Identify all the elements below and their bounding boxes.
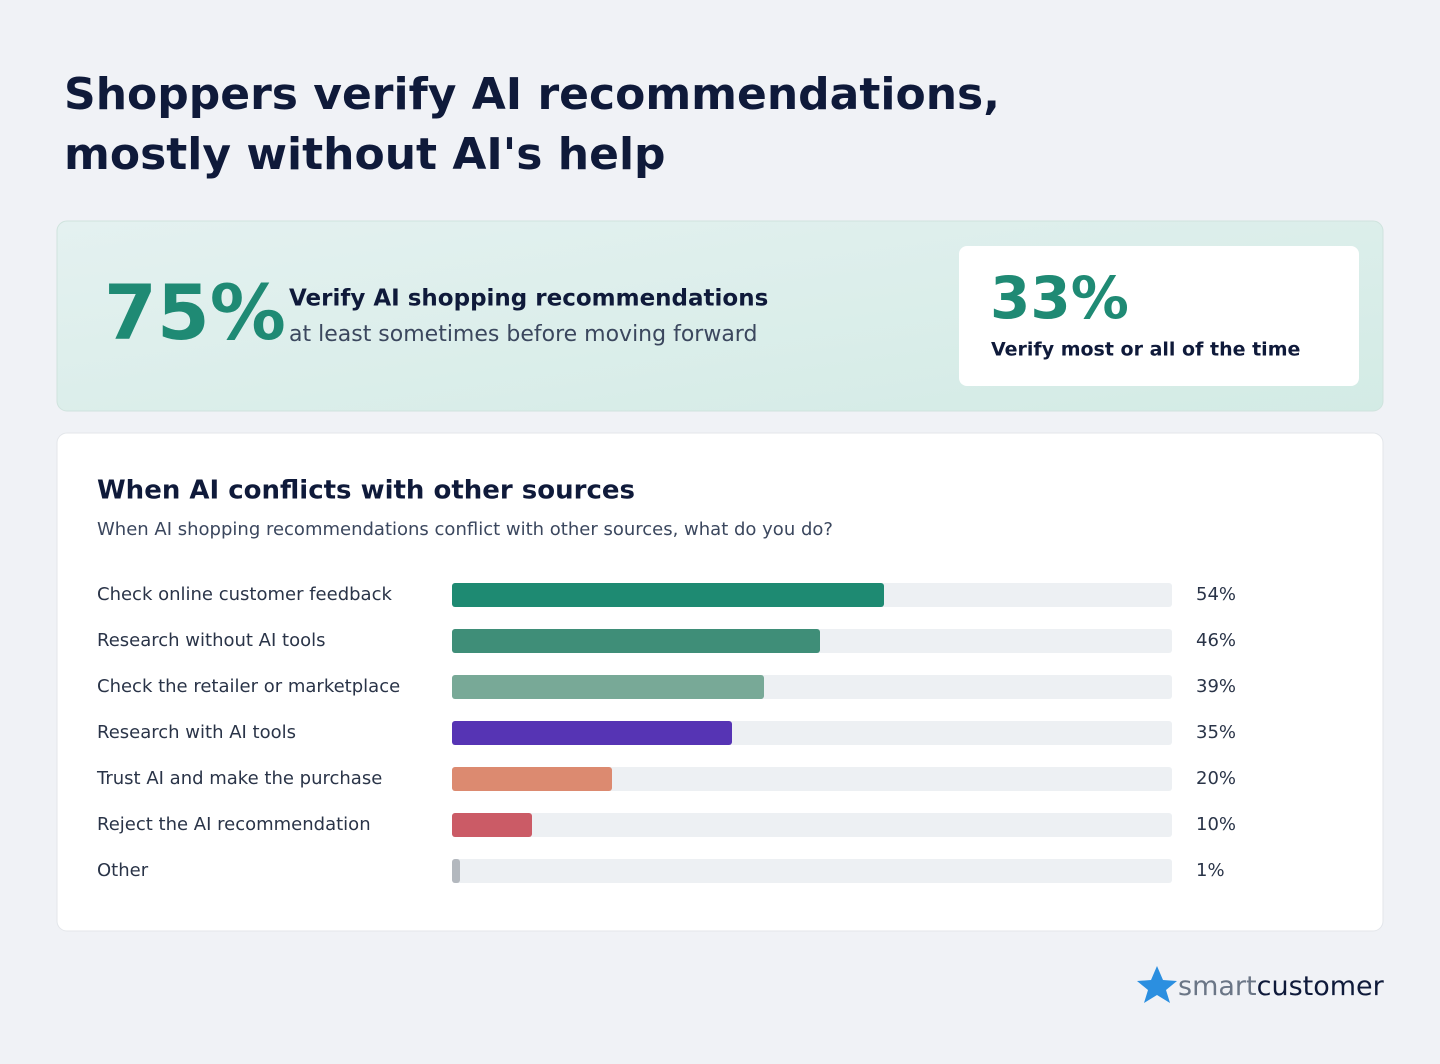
value-label: 39% bbox=[1196, 676, 1236, 697]
value-label: 20% bbox=[1196, 768, 1236, 789]
value-label: 35% bbox=[1196, 722, 1236, 743]
big-sub: at least sometimes before moving forward bbox=[289, 322, 757, 347]
category-label: Other bbox=[97, 860, 149, 881]
value-label: 1% bbox=[1196, 860, 1225, 881]
chart-subtitle: When AI shopping recommendations conflic… bbox=[97, 519, 833, 540]
side-card bbox=[959, 246, 1359, 386]
side-stat: 33% bbox=[990, 264, 1129, 332]
logo-part: smart bbox=[1178, 971, 1257, 1002]
bar bbox=[452, 583, 884, 607]
bar-track bbox=[452, 813, 1172, 837]
logo-part: customer bbox=[1257, 971, 1385, 1002]
bar-track bbox=[452, 859, 1172, 883]
value-label: 46% bbox=[1196, 630, 1236, 651]
big-stat: 75% bbox=[104, 268, 286, 357]
logo: smartcustomer bbox=[1178, 971, 1385, 1002]
title-line: Shoppers verify AI recommendations, bbox=[64, 69, 1000, 120]
bar-track bbox=[452, 767, 1172, 791]
bar-chart: Check online customer feedback 54% Researc… bbox=[96, 583, 1236, 883]
bar bbox=[452, 859, 460, 883]
bar bbox=[452, 813, 532, 837]
category-label: Research without AI tools bbox=[97, 630, 325, 651]
category-label: Trust AI and make the purchase bbox=[96, 768, 382, 789]
category-label: Check online customer feedback bbox=[97, 584, 392, 605]
bar bbox=[452, 675, 764, 699]
logo-star bbox=[1137, 966, 1177, 1003]
chart-title: When AI conflicts with other sources bbox=[97, 476, 635, 506]
value-label: 54% bbox=[1196, 584, 1236, 605]
category-label: Check the retailer or marketplace bbox=[97, 676, 400, 697]
category-label: Reject the AI recommendation bbox=[97, 814, 371, 835]
bar bbox=[452, 629, 820, 653]
bar bbox=[452, 767, 612, 791]
bar bbox=[452, 721, 732, 745]
category-label: Research with AI tools bbox=[97, 722, 296, 743]
side-label: Verify most or all of the time bbox=[991, 339, 1300, 361]
value-label: 10% bbox=[1196, 814, 1236, 835]
title-line: mostly without AI's help bbox=[64, 129, 666, 180]
big-label: Verify AI shopping recommendations bbox=[289, 286, 768, 312]
